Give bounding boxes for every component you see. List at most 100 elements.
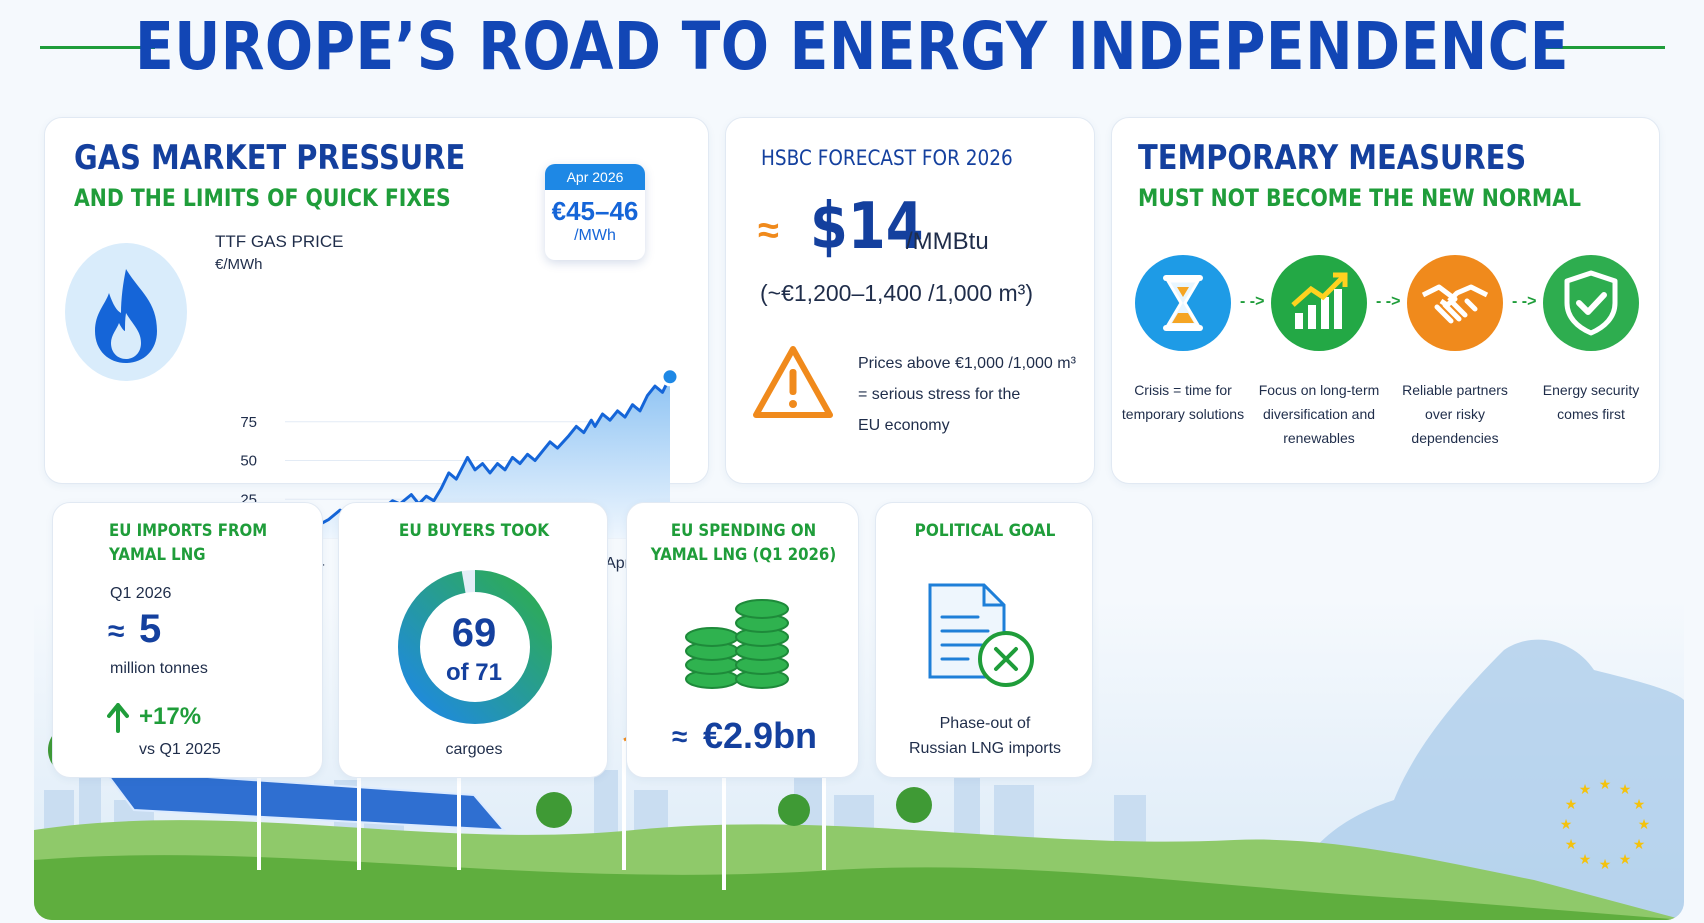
measures-card: TEMPORARY MEASURES MUST NOT BECOME THE N…	[1111, 117, 1660, 484]
goal-text: Phase-out of Russian LNG imports	[876, 711, 1094, 761]
document-x-icon	[928, 581, 1038, 691]
step-2-line-3: renewables	[1283, 430, 1355, 446]
forecast-price: $14	[810, 190, 924, 264]
spending-card: EU SPENDING ON YAMAL LNG (Q1 2026) ≈ €2.…	[626, 502, 859, 778]
step-label-3: Reliable partners over risky dependencie…	[1385, 378, 1525, 450]
forecast-approx: ≈	[758, 210, 779, 252]
price-callout: Apr 2026 €45–46 /MWh	[545, 164, 645, 260]
step-2-line-2: diversification and	[1262, 406, 1376, 422]
handshake-icon	[1421, 284, 1489, 324]
callout-value: €45–46	[551, 196, 639, 226]
step-2-line-1: Focus on long-term	[1258, 382, 1380, 398]
eu-stars-icon: ★ ★ ★ ★ ★ ★ ★ ★ ★ ★ ★ ★	[1555, 775, 1655, 875]
measures-subheading: MUST NOT BECOME THE NEW NORMAL	[1138, 184, 1581, 212]
coins-icon	[682, 593, 792, 693]
svg-text:★: ★	[1565, 797, 1578, 813]
step-label-4: Energy security comes first	[1521, 378, 1661, 426]
svg-text:★: ★	[1560, 817, 1573, 833]
gas-market-card: GAS MARKET PRESSURE AND THE LIMITS OF QU…	[44, 117, 709, 572]
warning-line-1: Prices above €1,000 /1,000 m³	[858, 355, 1076, 372]
imports-card: EU IMPORTS FROM YAMAL LNG Q1 2026 ≈ 5 mi…	[52, 502, 323, 778]
imports-heading: EU IMPORTS FROM YAMAL LNG	[109, 519, 267, 567]
callout-date: Apr 2026	[545, 164, 645, 190]
imports-value: 5	[139, 607, 162, 651]
shield-check-icon	[1564, 270, 1618, 336]
svg-text:★: ★	[1633, 797, 1646, 813]
cargoes-donut-chart	[398, 570, 552, 724]
step-arrow-3: - ->	[1512, 293, 1537, 310]
growth-chart-icon	[1291, 272, 1348, 329]
forecast-card: HSBC FORECAST FOR 2026 ≈ $14 /MMBtu (~€1…	[725, 117, 1095, 484]
imports-unit: million tonnes	[110, 660, 208, 677]
latest-price-point	[660, 367, 680, 387]
imports-heading-line-1: EU IMPORTS FROM	[109, 521, 268, 541]
step-3-line-3: dependencies	[1411, 430, 1499, 446]
step-growth	[1271, 255, 1367, 351]
svg-text:★: ★	[1579, 852, 1592, 868]
chart-title: TTF GAS PRICE	[215, 232, 344, 251]
imports-comparison: vs Q1 2025	[139, 741, 221, 758]
forecast-heading: HSBC FORECAST FOR 2026	[761, 146, 1013, 170]
gas-card-subheading: AND THE LIMITS OF QUICK FIXES	[74, 184, 451, 212]
spending-heading-line-2: YAMAL LNG (Q1 2026)	[650, 545, 837, 565]
warning-icon	[750, 343, 836, 423]
step-shield	[1543, 255, 1639, 351]
step-arrow-1: - ->	[1240, 293, 1265, 310]
cargoes-card: EU BUYERS TOOK 69 of 71 cargoes	[338, 502, 608, 778]
goal-line-1: Phase-out of	[939, 715, 1031, 732]
spending-heading-line-1: EU SPENDING ON	[670, 521, 817, 541]
warning-line-2: = serious stress for the	[858, 386, 1021, 403]
svg-text:★: ★	[1619, 782, 1632, 798]
forecast-unit: /MMBtu	[906, 228, 989, 255]
y-tick-label: 50	[240, 453, 257, 470]
goal-card: POLITICAL GOAL Phase-out of Russian LNG …	[875, 502, 1093, 778]
callout-unit: /MWh	[574, 227, 616, 244]
chart-unit: €/MWh	[215, 256, 263, 273]
page-title: EUROPE’S ROAD TO ENERGY INDEPENDENCE	[134, 8, 1569, 85]
step-hourglass	[1135, 255, 1231, 351]
svg-text:★: ★	[1619, 852, 1632, 868]
y-tick-label: 75	[240, 414, 257, 431]
step-3-line-2: over risky	[1425, 406, 1485, 422]
flame-icon	[65, 243, 187, 381]
step-arrow-2: - ->	[1376, 293, 1401, 310]
step-4-line-1: Energy security	[1542, 382, 1640, 398]
goal-line-2: Russian LNG imports	[908, 740, 1062, 757]
hourglass-icon	[1163, 275, 1203, 331]
cargoes-heading: EU BUYERS TOOK	[398, 521, 550, 541]
title-rule-left	[40, 46, 155, 49]
svg-text:★: ★	[1565, 837, 1578, 853]
step-handshake	[1407, 255, 1503, 351]
step-4-line-2: comes first	[1557, 406, 1625, 422]
price-area	[295, 376, 670, 538]
warning-text: Prices above €1,000 /1,000 m³ = serious …	[858, 348, 1076, 441]
imports-change: +17%	[139, 703, 202, 730]
step-1-line-1: Crisis = time for	[1134, 382, 1232, 398]
cargoes-of-total: of 71	[445, 659, 502, 686]
svg-text:★: ★	[1638, 817, 1651, 833]
step-1-line-2: temporary solutions	[1121, 406, 1245, 422]
svg-text:★: ★	[1633, 837, 1646, 853]
imports-heading-line-2: YAMAL LNG	[109, 545, 206, 565]
cargoes-value: 69	[451, 611, 497, 655]
svg-text:★: ★	[1599, 857, 1612, 873]
cargoes-unit: cargoes	[445, 741, 503, 758]
spending-value: €2.9bn	[703, 715, 818, 756]
svg-text:★: ★	[1599, 777, 1612, 793]
step-label-1: Crisis = time for temporary solutions	[1113, 378, 1253, 426]
donut-filled-arc	[398, 570, 552, 724]
imports-period: Q1 2026	[110, 585, 172, 602]
measures-heading: TEMPORARY MEASURES	[1138, 138, 1527, 178]
spending-approx: ≈	[672, 721, 688, 752]
goal-heading: POLITICAL GOAL	[914, 521, 1056, 541]
svg-text:★: ★	[1579, 782, 1592, 798]
warning-line-3: EU economy	[858, 417, 950, 434]
forecast-conversion: (~€1,200–1,400 /1,000 m³)	[760, 280, 1033, 306]
title-rule-right	[1537, 46, 1665, 49]
imports-approx: ≈	[108, 615, 125, 648]
step-label-2: Focus on long-term diversification and r…	[1249, 378, 1389, 450]
step-3-line-1: Reliable partners	[1402, 382, 1508, 398]
gas-card-heading: GAS MARKET PRESSURE	[74, 138, 466, 178]
up-arrow-icon	[107, 703, 129, 733]
spending-heading: EU SPENDING ON YAMAL LNG (Q1 2026)	[627, 519, 860, 567]
